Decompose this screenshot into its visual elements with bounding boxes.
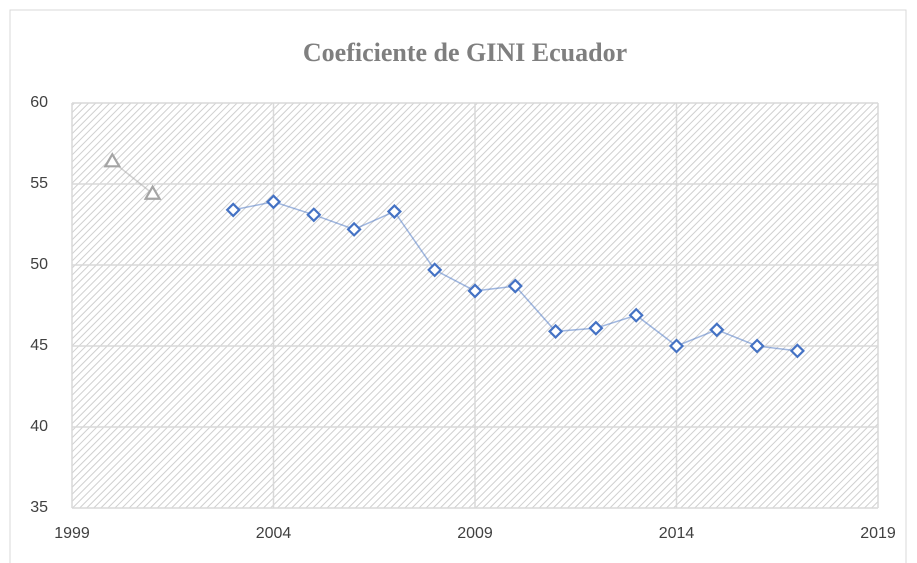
x-tick-label: 2014 <box>659 525 695 542</box>
data-point <box>749 338 765 354</box>
y-tick-label: 60 <box>30 94 48 111</box>
data-point <box>143 184 162 200</box>
y-tick-label: 35 <box>30 499 48 516</box>
data-point <box>386 203 402 220</box>
data-point <box>789 343 805 359</box>
data-point <box>346 221 362 237</box>
chart-title: Coeficiente de GINI Ecuador <box>303 38 627 67</box>
y-tick-label: 40 <box>30 418 48 435</box>
data-point <box>588 320 604 336</box>
x-tick-label: 2009 <box>457 525 493 542</box>
data-point <box>225 202 241 218</box>
y-tick-label: 45 <box>30 337 48 354</box>
x-tick-label: 1999 <box>54 525 90 542</box>
x-tick-label: 2004 <box>256 525 292 542</box>
y-tick-label: 50 <box>30 256 48 273</box>
y-tick-label: 55 <box>30 175 48 192</box>
data-point <box>628 307 644 323</box>
data-point <box>103 152 122 168</box>
data-point <box>427 262 443 278</box>
data-point <box>467 283 483 299</box>
data-point <box>507 278 523 294</box>
data-point <box>306 207 322 223</box>
data-point <box>265 194 282 210</box>
data-point <box>709 322 725 338</box>
x-tick-label: 2019 <box>860 525 896 542</box>
data-point <box>548 323 564 339</box>
data-point <box>668 338 685 354</box>
